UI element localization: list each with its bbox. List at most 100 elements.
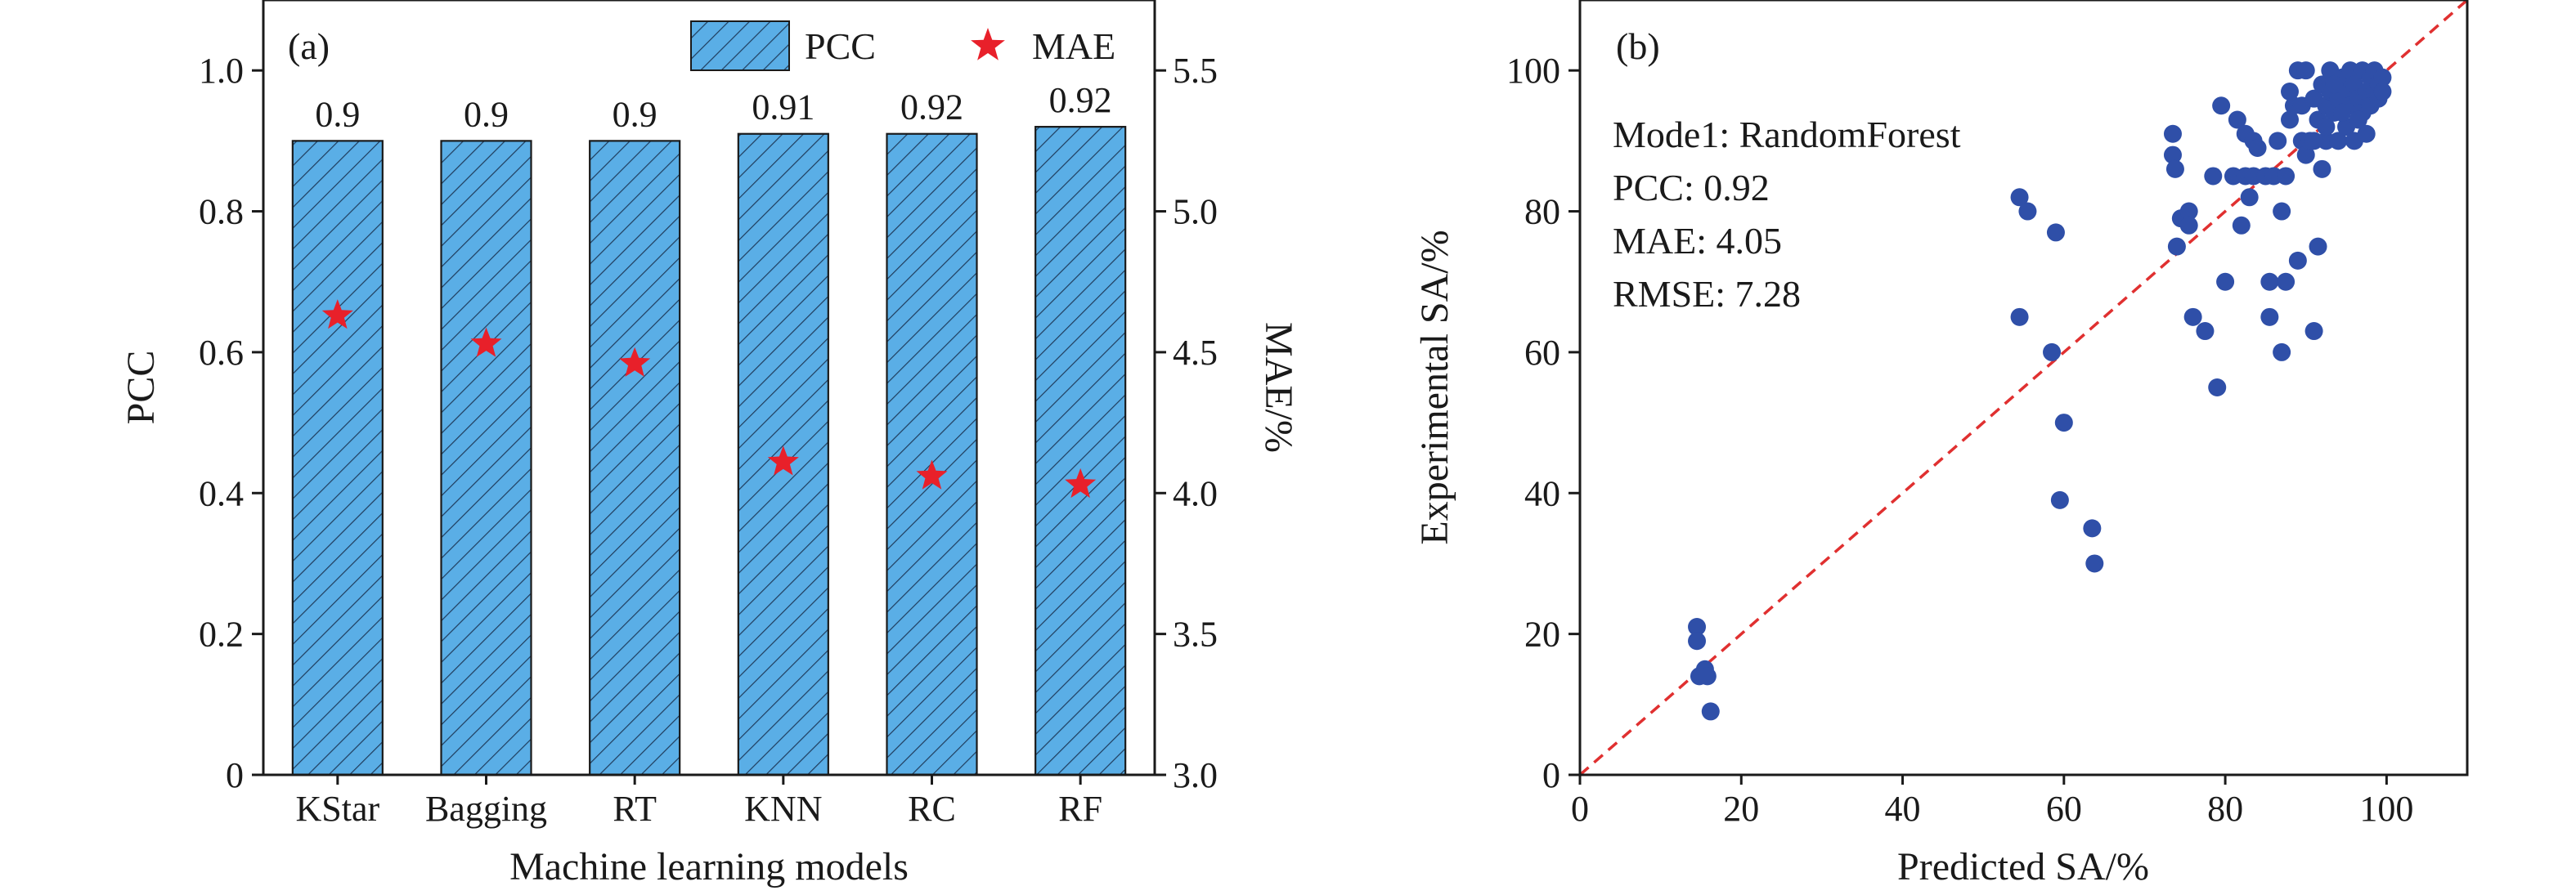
mae-star-rf (1065, 468, 1097, 499)
data-point (2373, 68, 2392, 87)
x-tick-label-knn: KNN (744, 789, 822, 829)
bar-label-knn: 0.91 (752, 87, 815, 128)
y-right-tick-label: 3.5 (1173, 615, 1218, 655)
panel-a-ylabel-right: MAE/% (1257, 322, 1300, 453)
panel-b-y-ticks: 0 20 40 60 80 100 (1506, 51, 1580, 795)
data-point (2204, 167, 2223, 186)
y-right-tick-label: 4.5 (1173, 333, 1218, 373)
bar-label-rt: 0.9 (613, 94, 657, 134)
panel-b-frame (1578, 0, 2469, 776)
data-point (2216, 272, 2235, 291)
y-right-tick-label: 5.0 (1173, 192, 1218, 232)
data-point (2163, 124, 2182, 143)
data-point (2083, 519, 2102, 538)
panel-b-points (1688, 61, 2392, 721)
data-point (2043, 342, 2062, 361)
y-tick-label: 1.0 (199, 51, 244, 91)
panel-a: 0.9 0.9 0.9 0.91 0.92 0.92 0 0.2 0.4 0.6 0.8 1.0 3… (119, 0, 1300, 888)
data-point (2277, 167, 2296, 186)
data-point (2260, 307, 2279, 326)
bar-rc (886, 132, 978, 776)
y-tick-label: 60 (1524, 333, 1560, 373)
data-point (2050, 490, 2069, 509)
data-point (2304, 132, 2323, 150)
bar-label-bagging: 0.9 (464, 94, 509, 134)
y-right-tick-label: 5.5 (1173, 51, 1218, 91)
x-tick-label-bagging: Bagging (425, 789, 547, 829)
mae-star-knn (767, 445, 799, 476)
data-point (2018, 202, 2037, 221)
legend-pcc-label: PCC (805, 25, 876, 67)
data-point (2010, 188, 2029, 207)
x-tick-label: 100 (2359, 789, 2413, 829)
legend-mae-label: MAE (1032, 25, 1115, 67)
data-point (2196, 322, 2215, 341)
bar-rf (1034, 126, 1127, 776)
x-tick-label: 80 (2207, 789, 2243, 829)
x-tick-label-kstar: KStar (296, 789, 380, 829)
data-point (2277, 272, 2296, 291)
y-tick-label: 100 (1506, 51, 1560, 91)
data-point (2046, 223, 2065, 242)
data-point (2273, 342, 2291, 361)
stats-pcc: PCC: 0.92 (1613, 167, 1770, 208)
data-point (2309, 237, 2327, 256)
data-point (2179, 202, 2198, 221)
x-tick-label: 40 (1885, 789, 1921, 829)
data-point (2329, 132, 2348, 150)
data-point (2281, 83, 2299, 101)
data-point (2167, 237, 2186, 256)
data-point (2228, 110, 2246, 129)
panel-a-bars (291, 126, 1127, 776)
panel-a-ylabel: PCC (119, 351, 163, 425)
stats-mae: MAE: 4.05 (1613, 220, 1782, 262)
panel-a-left-ticks: 0 0.2 0.4 0.6 0.8 1.0 (199, 51, 263, 795)
legend-star-icon (971, 28, 1005, 60)
data-point (2260, 272, 2279, 291)
data-point (2296, 61, 2315, 80)
data-point (2281, 110, 2299, 129)
data-point (2010, 307, 2029, 326)
panel-b-xlabel: Predicted SA/% (1897, 845, 2149, 888)
bar-label-rc: 0.92 (900, 87, 963, 128)
data-point (1701, 702, 1720, 721)
bar-label-rf: 0.92 (1049, 80, 1112, 120)
panel-a-right-ticks: 3.0 3.5 4.0 4.5 5.0 5.5 (1155, 51, 1218, 795)
data-point (2054, 414, 2073, 432)
data-point (2357, 124, 2376, 143)
data-point (2163, 145, 2182, 164)
panel-b-tag: (b) (1616, 25, 1660, 67)
data-point (2296, 145, 2315, 164)
mae-star-kstar (321, 299, 353, 329)
data-point (2232, 216, 2251, 235)
panel-a-legend: PCC MAE (690, 20, 1115, 71)
data-point (1688, 618, 1707, 637)
stats-model: Mode1: RandomForest (1613, 114, 1961, 155)
x-tick-label-rt: RT (613, 789, 657, 829)
data-point (2212, 96, 2231, 115)
data-point (2349, 110, 2367, 129)
mae-star-rc (916, 459, 948, 490)
panel-a-xlabel: Machine learning models (509, 845, 909, 888)
bar-kstar (291, 140, 384, 776)
y-tick-label: 20 (1524, 615, 1560, 655)
panel-b-x-ticks: 0 20 40 60 80 100 (1571, 775, 2413, 829)
data-point (2183, 307, 2202, 326)
x-tick-label: 60 (2046, 789, 2082, 829)
panel-a-bar-labels: 0.9 0.9 0.9 0.91 0.92 0.92 (315, 80, 1111, 134)
y-tick-label: 0.8 (199, 192, 244, 232)
y-tick-label: 80 (1524, 192, 1560, 232)
y-tick-label: 0.6 (199, 333, 244, 373)
y-tick-label: 0 (1542, 755, 1560, 795)
panel-a-tag: (a) (288, 25, 330, 67)
legend-pcc-swatch (690, 20, 790, 71)
panel-b: 0 20 40 60 80 100 0 20 40 60 80 100 (b) Mode1: Ran… (1413, 0, 2469, 888)
data-point (1698, 667, 1717, 686)
data-point (2240, 188, 2259, 207)
y-right-tick-label: 3.0 (1173, 755, 1218, 795)
data-point (2304, 322, 2323, 341)
data-point (1688, 632, 1707, 651)
panel-a-frame (262, 0, 1156, 776)
x-tick-label: 20 (1723, 789, 1759, 829)
